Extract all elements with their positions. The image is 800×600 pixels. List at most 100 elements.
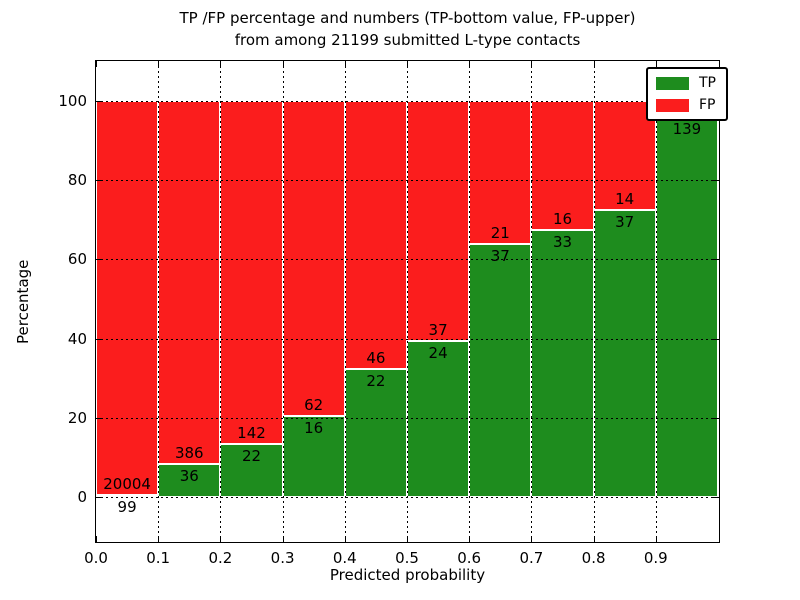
tp-count-label: 99 — [117, 498, 137, 517]
fp-count-label: 14 — [615, 189, 635, 208]
y-tick-label: 40 — [67, 329, 87, 348]
x-tick-mark — [593, 536, 595, 542]
x-tick-label: 0.3 — [270, 549, 295, 567]
x-tick-mark — [531, 536, 533, 542]
tp-bar-segment — [469, 244, 532, 498]
x-tick-label: 0.8 — [581, 549, 606, 567]
x-tick-mark — [282, 61, 284, 67]
y-tick-label: 100 — [58, 91, 87, 110]
y-tick-mark — [96, 259, 102, 261]
x-tick-mark — [158, 61, 160, 67]
tp-count-label: 37 — [615, 212, 635, 231]
x-tick-mark — [655, 61, 657, 67]
x-tick-mark — [593, 61, 595, 67]
tp-count-label: 139 — [672, 119, 702, 138]
fp-bar-segment — [344, 100, 407, 370]
gridline-horizontal — [96, 418, 719, 420]
x-tick-mark — [344, 61, 346, 67]
tp-legend-swatch — [656, 76, 689, 90]
gridline-vertical — [531, 61, 533, 542]
y-tick-label: 20 — [67, 409, 87, 428]
y-tick-mark — [96, 180, 102, 181]
tp-count-label: 24 — [428, 344, 448, 363]
y-tick-mark — [713, 338, 719, 340]
legend-item-tp: TP — [656, 75, 716, 91]
y-tick-label: 0 — [77, 488, 87, 507]
tp-legend-label: TP — [699, 75, 716, 91]
tp-count-label: 22 — [366, 372, 386, 391]
fp-count-label: 21 — [490, 224, 510, 243]
gridline-vertical — [655, 61, 657, 542]
x-axis-label: Predicted probability — [329, 566, 486, 584]
x-tick-mark — [220, 536, 222, 542]
tp-bar-segment — [655, 116, 718, 498]
tp-count-label: 37 — [490, 247, 510, 266]
fp-count-label: 62 — [304, 396, 324, 414]
fp-bar-segment — [407, 100, 470, 342]
fp-bar-segment — [593, 100, 656, 210]
x-tick-mark — [344, 536, 346, 542]
fp-bar-segment — [469, 100, 532, 245]
gridline-horizontal — [96, 497, 719, 499]
tp-bar-segment — [158, 463, 221, 498]
x-tick-mark — [96, 536, 97, 542]
y-tick-mark — [713, 497, 719, 499]
x-tick-label: 0.6 — [457, 549, 482, 567]
gridline-vertical — [282, 61, 284, 542]
chart-title: TP /FP percentage and numbers (TP-bottom… — [95, 7, 720, 51]
tp-count-label: 22 — [241, 447, 262, 466]
x-tick-label: 0.0 — [84, 549, 108, 567]
tp-bar-segment — [344, 369, 407, 498]
tp-bar-segment — [407, 341, 470, 498]
x-tick-label: 0.2 — [208, 549, 233, 567]
gridline-horizontal — [96, 338, 719, 340]
fp-bar-segment — [96, 100, 159, 496]
y-tick-mark — [96, 497, 102, 499]
fp-count-label: 386 — [174, 443, 204, 462]
x-tick-mark — [531, 61, 533, 67]
gridline-vertical — [407, 61, 408, 542]
y-tick-mark — [713, 418, 719, 420]
fp-count-label: 37 — [428, 321, 448, 340]
chart-title-line1: TP /FP percentage and numbers (TP-bottom… — [179, 9, 636, 27]
fp-legend-swatch — [656, 98, 689, 112]
fp-bar-segment — [220, 100, 283, 445]
x-tick-label: 0.4 — [332, 549, 357, 567]
x-tick-mark — [655, 536, 657, 542]
tp-bar-segment — [282, 416, 345, 498]
x-tick-mark — [407, 536, 408, 542]
gridline-vertical — [344, 61, 346, 542]
gridline-vertical — [220, 61, 222, 542]
tp-bar-segment — [96, 495, 159, 498]
gridline-horizontal — [96, 100, 719, 102]
fp-count-label: 16 — [552, 210, 573, 229]
fp-bar-segment — [282, 100, 345, 416]
gridline-horizontal — [96, 180, 719, 181]
plot-area: TP FP 20004 99 386 36 142 22 62 16 46 22 37 24 21 37 1… — [58, 60, 728, 567]
fp-count-label: 20004 — [103, 475, 151, 494]
x-tick-mark — [469, 61, 471, 67]
y-tick-mark — [96, 100, 102, 102]
chart-title-line2: from among 21199 submitted L-type contac… — [234, 31, 581, 49]
x-tick-label: 0.9 — [643, 549, 668, 567]
tp-count-label: 16 — [304, 419, 324, 437]
tp-count-label: 36 — [179, 466, 199, 485]
tp-count-label: 33 — [552, 233, 573, 252]
tp-bar-segment — [531, 230, 594, 498]
y-tick-mark — [96, 418, 102, 420]
fp-legend-label: FP — [699, 97, 716, 113]
gridline-vertical — [469, 61, 471, 542]
x-tick-mark — [469, 536, 471, 542]
y-tick-mark — [96, 338, 102, 340]
x-tick-label: 0.5 — [395, 549, 419, 567]
tp-bar-segment — [593, 209, 656, 498]
gridline-vertical — [593, 61, 595, 542]
y-tick-mark — [713, 180, 719, 181]
x-tick-mark — [282, 536, 284, 542]
y-tick-mark — [713, 259, 719, 261]
y-axis-label: Percentage — [14, 259, 32, 344]
gridline-vertical — [158, 61, 160, 542]
x-tick-mark — [96, 61, 97, 67]
fp-bar-segment — [158, 100, 221, 464]
